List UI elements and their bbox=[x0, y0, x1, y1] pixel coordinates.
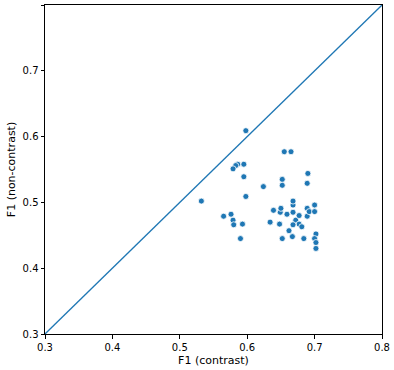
svg-text:0.7: 0.7 bbox=[23, 65, 39, 76]
svg-text:0.4: 0.4 bbox=[104, 342, 120, 353]
svg-text:F1 (non-contrast): F1 (non-contrast) bbox=[5, 122, 18, 217]
svg-text:0.3: 0.3 bbox=[37, 342, 53, 353]
svg-text:0.7: 0.7 bbox=[307, 342, 323, 353]
svg-text:0.6: 0.6 bbox=[239, 342, 255, 353]
svg-text:0.5: 0.5 bbox=[23, 197, 39, 208]
svg-text:0.6: 0.6 bbox=[23, 131, 39, 142]
svg-text:0.4: 0.4 bbox=[23, 263, 39, 274]
svg-text:0.5: 0.5 bbox=[172, 342, 188, 353]
svg-text:0.3: 0.3 bbox=[23, 329, 39, 340]
svg-text:0.8: 0.8 bbox=[374, 342, 390, 353]
svg-text:F1 (contrast): F1 (contrast) bbox=[178, 354, 249, 367]
